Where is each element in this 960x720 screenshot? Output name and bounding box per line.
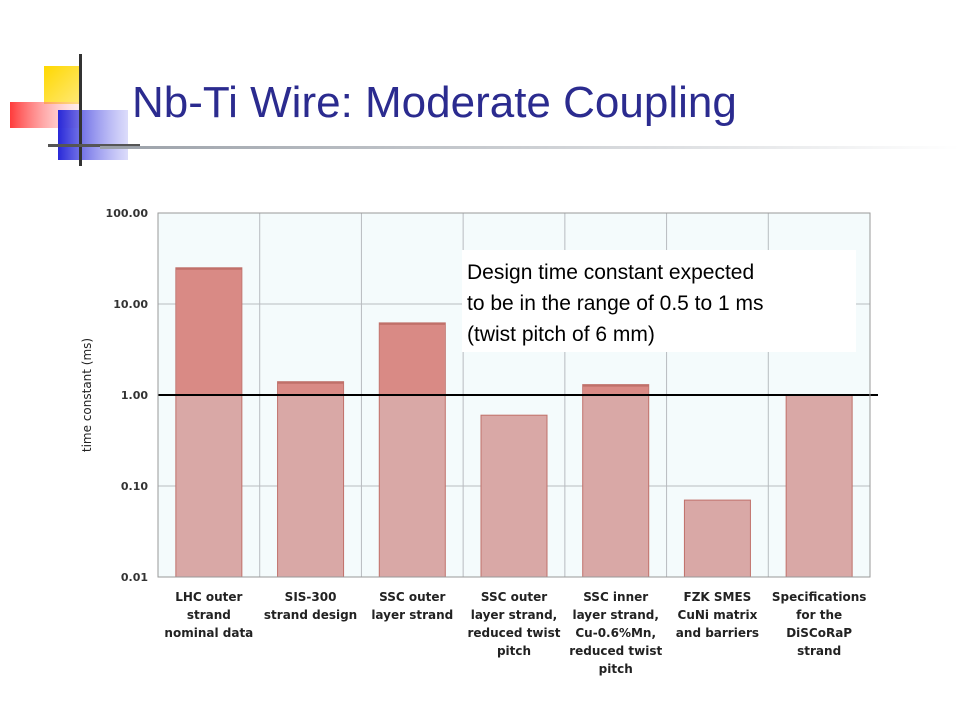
category-label: for the bbox=[796, 608, 842, 622]
y-tick-label: 0.10 bbox=[121, 480, 148, 493]
category-labels: LHC outer strand nominal data SIS-300 strand… bbox=[164, 590, 866, 676]
annotation-line: to be in the range of 0.5 to 1 ms bbox=[467, 292, 764, 315]
plot-frame bbox=[157, 212, 871, 578]
category-label: SIS-300 bbox=[285, 590, 337, 604]
annotation-line: (twist pitch of 6 mm) bbox=[467, 323, 655, 346]
category-label: and barriers bbox=[676, 626, 759, 640]
y-tick-labels: 100.00 10.00 1.00 0.10 0.01 bbox=[106, 207, 149, 584]
category-label: reduced twist bbox=[467, 626, 560, 640]
category-label: LHC outer bbox=[175, 590, 242, 604]
logo-blue-square bbox=[58, 110, 128, 160]
bar bbox=[277, 381, 345, 578]
category-label: pitch bbox=[599, 662, 633, 676]
bar-upper-segment bbox=[583, 385, 649, 395]
title-underline bbox=[100, 146, 960, 149]
logo-yellow-square bbox=[44, 66, 82, 104]
bar bbox=[785, 394, 853, 578]
logo-horizontal-rule bbox=[48, 144, 140, 147]
category-label: pitch bbox=[497, 644, 531, 658]
category-label: SSC outer bbox=[379, 590, 445, 604]
bar-upper-segment bbox=[278, 382, 344, 395]
bars bbox=[175, 267, 853, 578]
y-tick-label: 10.00 bbox=[113, 298, 148, 311]
category-label: layer strand, bbox=[572, 608, 658, 622]
slide-logo-graphic bbox=[10, 54, 140, 166]
category-label: FZK SMES bbox=[684, 590, 752, 604]
bar-upper-segment bbox=[176, 268, 242, 395]
category-label: CuNi matrix bbox=[678, 608, 758, 622]
y-axis-title: time constant (ms) bbox=[80, 338, 94, 452]
category-label: layer strand, bbox=[471, 608, 557, 622]
category-label: strand bbox=[187, 608, 231, 622]
category-label: DiSCoRaP bbox=[786, 626, 852, 640]
y-tick-label: 100.00 bbox=[106, 207, 149, 220]
category-label: strand design bbox=[264, 608, 357, 622]
bar bbox=[683, 499, 751, 578]
category-label: reduced twist bbox=[569, 644, 662, 658]
category-label: SSC outer bbox=[481, 590, 547, 604]
bar-upper-segment bbox=[379, 323, 445, 395]
bar bbox=[582, 384, 650, 578]
logo-vertical-rule bbox=[79, 54, 82, 166]
category-label: Cu-0.6%Mn, bbox=[575, 626, 656, 640]
slide-title: Nb-Ti Wire: Moderate Coupling bbox=[132, 78, 737, 127]
annotation-background bbox=[462, 250, 856, 352]
category-label: strand bbox=[797, 644, 841, 658]
category-label: SSC inner bbox=[583, 590, 648, 604]
bar bbox=[480, 414, 548, 578]
category-label: Specifications bbox=[772, 590, 866, 604]
annotation-text: Design time constant expected to be in th… bbox=[467, 261, 764, 346]
category-label: layer strand bbox=[371, 608, 453, 622]
category-label: nominal data bbox=[164, 626, 253, 640]
y-tick-label: 0.01 bbox=[121, 571, 148, 584]
y-tick-label: 1.00 bbox=[121, 389, 148, 402]
annotation-line: Design time constant expected bbox=[467, 261, 754, 284]
